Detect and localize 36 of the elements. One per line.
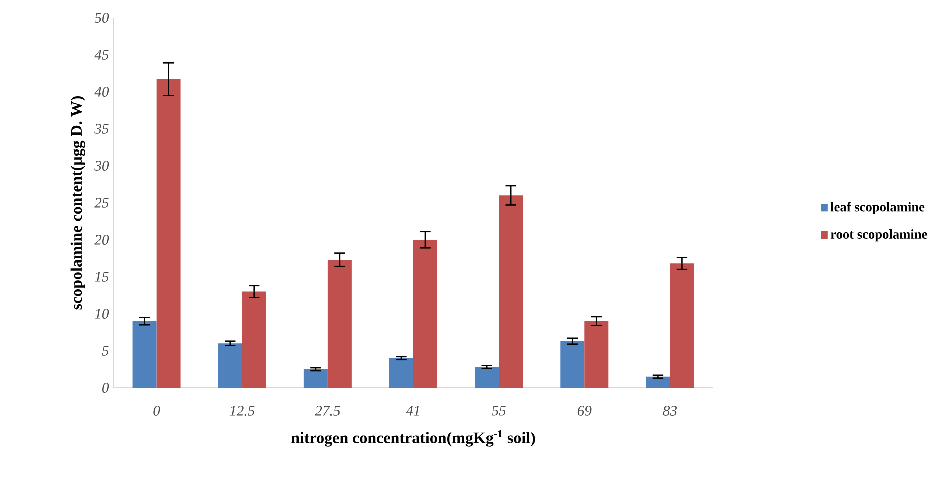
bar <box>132 321 157 388</box>
y-axis-title: scopolamine content(μgg D. W) <box>70 96 86 310</box>
bar <box>646 376 670 388</box>
bar <box>304 370 328 388</box>
x-axis-title: nitrogen concentration(mgKg$^{-1}$ soil) <box>292 430 536 447</box>
x-tick-label: 27.5 <box>315 406 340 416</box>
x-tick-label: 55 <box>492 406 506 416</box>
y-tick-label: 20 <box>94 235 110 245</box>
legend-label: root scopolamine <box>830 230 928 242</box>
x-tick-label: 12.5 <box>230 406 255 416</box>
y-tick-label: 40 <box>94 87 110 97</box>
y-tick-label: 35 <box>94 124 109 134</box>
y-tick-label: 10 <box>95 309 110 319</box>
y-tick-label: 25 <box>94 198 109 208</box>
bar <box>218 344 242 388</box>
x-tick-label: 69 <box>578 406 592 416</box>
y-tick-label: 30 <box>94 161 110 171</box>
bar <box>670 264 694 388</box>
x-tick-label: 83 <box>663 406 678 416</box>
bar <box>328 260 352 388</box>
bar <box>475 367 500 388</box>
bar <box>242 292 266 388</box>
y-tick-label: 45 <box>94 50 109 60</box>
bar <box>560 341 585 388</box>
y-tick-label: 0 <box>102 383 110 393</box>
x-tick-label: 41 <box>406 406 420 416</box>
legend-label: leaf scopolamine <box>830 202 925 214</box>
bar <box>156 79 181 388</box>
x-tick-label: 0 <box>154 406 160 416</box>
y-tick-label: 5 <box>102 346 109 356</box>
bar <box>390 358 414 388</box>
bar <box>414 240 438 388</box>
y-tick-label: 50 <box>94 13 110 23</box>
bar <box>499 196 524 388</box>
y-tick-label: 15 <box>95 272 109 282</box>
bar <box>584 321 609 388</box>
